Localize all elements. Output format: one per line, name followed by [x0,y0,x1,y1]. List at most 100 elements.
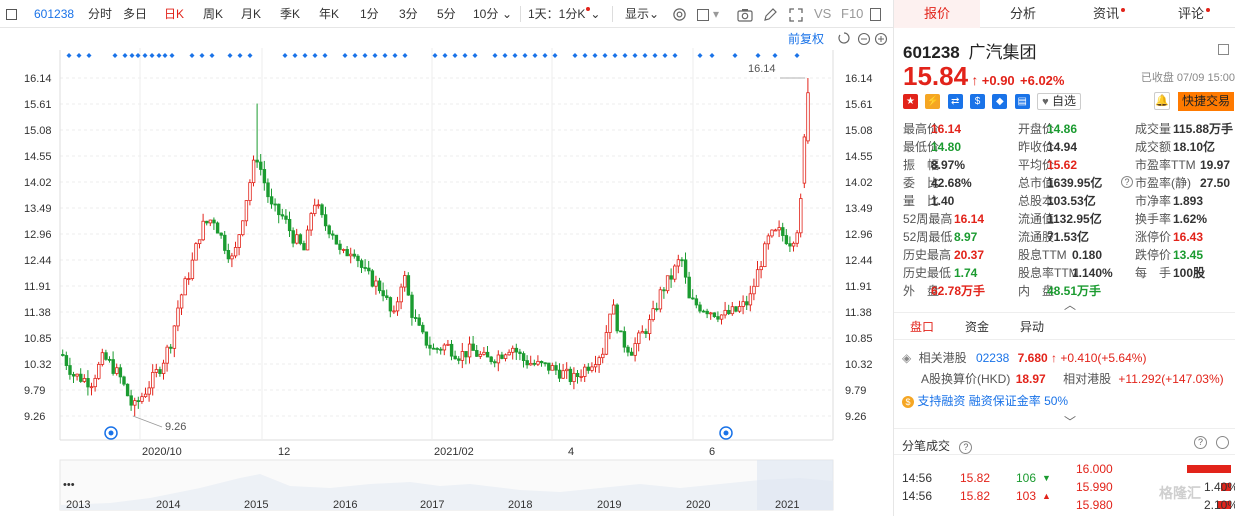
shuffle-icon[interactable]: ⇄ [947,94,963,109]
tab-quote[interactable]: 报价 [894,0,980,28]
period-tab-1[interactable]: 多日 [123,7,148,21]
event-dot[interactable] [142,53,148,58]
event-dot[interactable] [794,53,800,58]
margin-rate-label[interactable]: 融资保证金率 [968,394,1041,408]
zoom-out-icon[interactable] [857,32,871,46]
sidebar-toggle-icon[interactable] [870,0,881,28]
period-tab-4[interactable]: 月K [241,7,262,21]
message-icon[interactable]: ▤ [1014,94,1030,109]
tag-icon[interactable]: ◆ [992,94,1008,109]
event-dot[interactable] [452,53,458,58]
event-dot[interactable] [247,53,253,58]
event-dot[interactable] [76,53,82,58]
event-dot[interactable] [292,53,298,58]
overview-navigator[interactable]: ••• [59,459,834,511]
dropdown-caret-icon[interactable]: ▾ [713,7,720,21]
event-dot[interactable] [672,53,678,58]
event-dot[interactable] [462,53,468,58]
add-watchlist-button[interactable]: ♥ 自选 [1037,93,1081,110]
help-icon[interactable]: ? [1121,176,1133,188]
event-dot[interactable] [129,53,135,58]
event-dot[interactable] [352,53,358,58]
period-tab-0[interactable]: 分时 [88,7,113,21]
period-tab-10[interactable]: 10分 [473,7,499,21]
dollar-icon[interactable]: $ [970,94,986,109]
event-dot[interactable] [512,53,518,58]
period-tab-9[interactable]: 5分 [437,7,456,21]
event-dot[interactable] [697,53,703,58]
event-dot[interactable] [642,53,648,58]
event-dot[interactable] [632,53,638,58]
event-dot[interactable] [189,53,195,58]
lightning-icon[interactable]: ⚡ [925,94,941,109]
event-dot[interactable] [237,53,243,58]
tab-pankou[interactable]: 盘口 [910,320,935,334]
chevron-down-icon[interactable]: ﹀ [1064,415,1077,429]
event-dot[interactable] [612,53,618,58]
event-dot[interactable] [755,53,761,58]
overview-handle-icon[interactable]: ••• [63,479,75,491]
chart-undo-icon[interactable] [838,32,850,44]
event-dot[interactable] [66,53,72,58]
tab-news[interactable]: 资讯 [1066,0,1152,28]
period-tab-5[interactable]: 季K [280,7,301,21]
period-tab-2[interactable]: 日K [164,7,185,21]
event-dot[interactable] [732,53,738,58]
period-tab-3[interactable]: 周K [203,7,224,21]
chevron-up-icon[interactable]: ︿ [1064,298,1077,312]
tab-movement[interactable]: 异动 [1020,320,1045,334]
event-dot[interactable] [472,53,478,58]
tab-funds[interactable]: 资金 [965,320,990,334]
clock-icon[interactable] [1216,436,1229,449]
event-dot[interactable] [622,53,628,58]
event-dot[interactable] [209,53,215,58]
bell-icon[interactable]: 🔔 [1154,92,1170,110]
event-dot[interactable] [112,53,118,58]
event-dot[interactable] [532,53,538,58]
event-dot[interactable] [542,53,548,58]
event-dot[interactable] [382,53,388,58]
event-dot[interactable] [149,53,155,58]
event-dot[interactable] [282,53,288,58]
help-icon[interactable]: ? [1194,436,1207,449]
event-dot[interactable] [362,53,368,58]
event-dot[interactable] [592,53,598,58]
event-dot[interactable] [169,53,175,58]
event-dot[interactable] [572,53,578,58]
event-dot[interactable] [372,53,378,58]
hk-code-link[interactable]: 02238 [975,351,1010,365]
window-icon[interactable] [1218,44,1229,55]
camera-icon[interactable] [737,0,753,28]
settings-icon[interactable] [672,0,687,28]
zoom-in-icon[interactable] [874,32,888,46]
event-dot[interactable] [502,53,508,58]
quick-trade-button[interactable]: 快捷交易 [1178,92,1235,111]
period-tab-8[interactable]: 3分 [399,7,418,21]
vs-compare-button[interactable]: VS [814,6,832,21]
checkbox-icon[interactable] [697,0,709,28]
chevron-down-icon[interactable]: ⌄ [502,7,513,21]
event-dot[interactable] [772,53,778,58]
event-dot[interactable] [492,53,498,58]
help-icon[interactable]: ? [959,441,973,454]
event-dot[interactable] [322,53,328,58]
event-dot[interactable] [552,53,558,58]
fullscreen-icon[interactable] [789,0,803,28]
event-dot[interactable] [392,53,398,58]
event-dot[interactable] [582,53,588,58]
event-dot[interactable] [122,53,128,58]
event-dot[interactable] [402,53,408,58]
event-dot[interactable] [432,53,438,58]
event-dot[interactable] [342,53,348,58]
event-dot[interactable] [302,53,308,58]
pencil-icon[interactable] [763,0,777,28]
event-dot[interactable] [199,53,205,58]
event-dot[interactable] [135,53,141,58]
event-dot[interactable] [652,53,658,58]
event-dot[interactable] [709,53,715,58]
event-dot[interactable] [522,53,528,58]
panel-toggle-icon[interactable] [6,0,18,28]
event-dot[interactable] [662,53,668,58]
event-dot[interactable] [86,53,92,58]
overview-selection[interactable] [757,460,833,510]
